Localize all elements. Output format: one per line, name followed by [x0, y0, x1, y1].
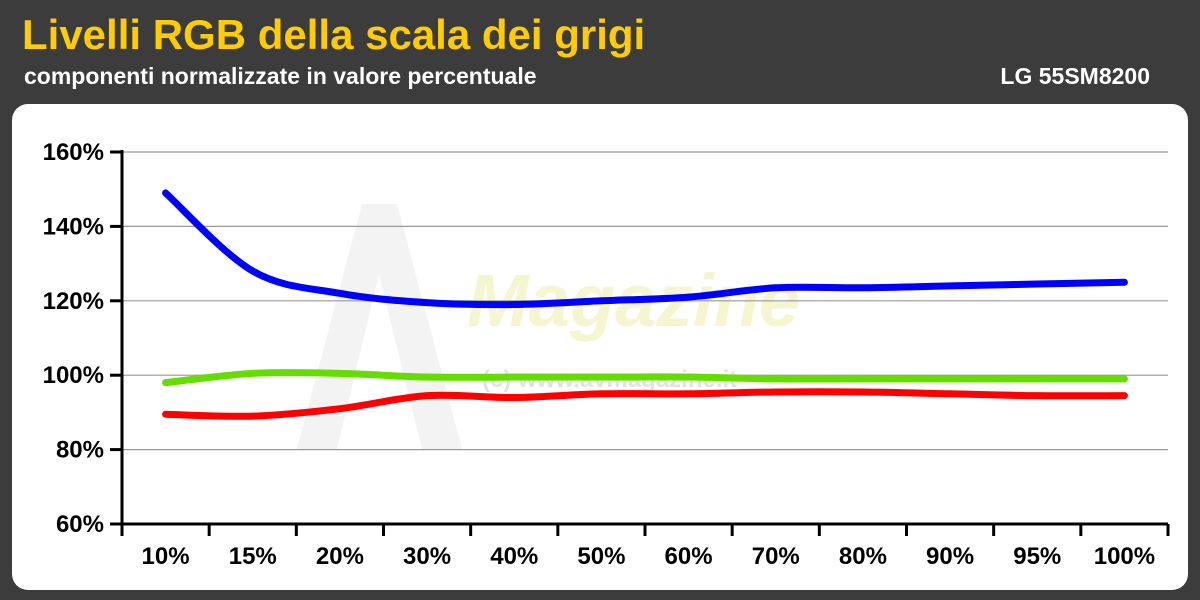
watermark-logo-shape	[297, 204, 462, 449]
x-tick-label: 90%	[926, 543, 974, 570]
y-tick-label: 80%	[56, 437, 104, 464]
plot-panel: Magazine (c) www.avmagazine.it 60% 80% 100…	[12, 104, 1188, 590]
chart-subtitle: componenti normalizzate in valore percen…	[24, 63, 537, 89]
series-line-3	[162, 388, 1128, 420]
tv-model-label: LG 55SM8200	[1000, 63, 1150, 89]
y-tick-label: 60%	[56, 511, 104, 538]
x-tick-label: 80%	[839, 543, 887, 570]
x-tick-label: 15%	[229, 543, 277, 570]
line-chart: Magazine (c) www.avmagazine.it 60% 80% 100…	[43, 139, 1170, 570]
x-tick-label: 95%	[1013, 543, 1061, 570]
series-line-2	[162, 368, 1128, 387]
y-tick-label: 120%	[43, 288, 104, 315]
x-tick-label: 20%	[316, 543, 364, 570]
x-tick-label: 70%	[752, 543, 800, 570]
x-axis-tick-labels: 10% 15% 20% 30% 40% 50% 60% 70% 80% 90% 95% 100%	[142, 543, 1156, 570]
x-tick-label: 50%	[577, 543, 625, 570]
y-tick-label: 160%	[43, 139, 104, 166]
axes	[110, 150, 1170, 536]
x-tick-label: 40%	[490, 543, 538, 570]
series-line-1	[162, 189, 1128, 309]
x-tick-label: 30%	[403, 543, 451, 570]
y-tick-label: 100%	[43, 362, 104, 389]
avmagazine-watermark: Magazine (c) www.avmagazine.it	[297, 204, 800, 449]
x-tick-label: 10%	[142, 543, 190, 570]
series-lines	[162, 189, 1128, 420]
chart-title: Livelli RGB della scala dei grigi	[22, 11, 646, 58]
y-axis-tick-labels: 60% 80% 100% 120% 140% 160%	[43, 139, 104, 538]
y-tick-label: 140%	[43, 213, 104, 240]
x-tick-label: 60%	[665, 543, 713, 570]
x-tick-label: 100%	[1094, 543, 1155, 570]
